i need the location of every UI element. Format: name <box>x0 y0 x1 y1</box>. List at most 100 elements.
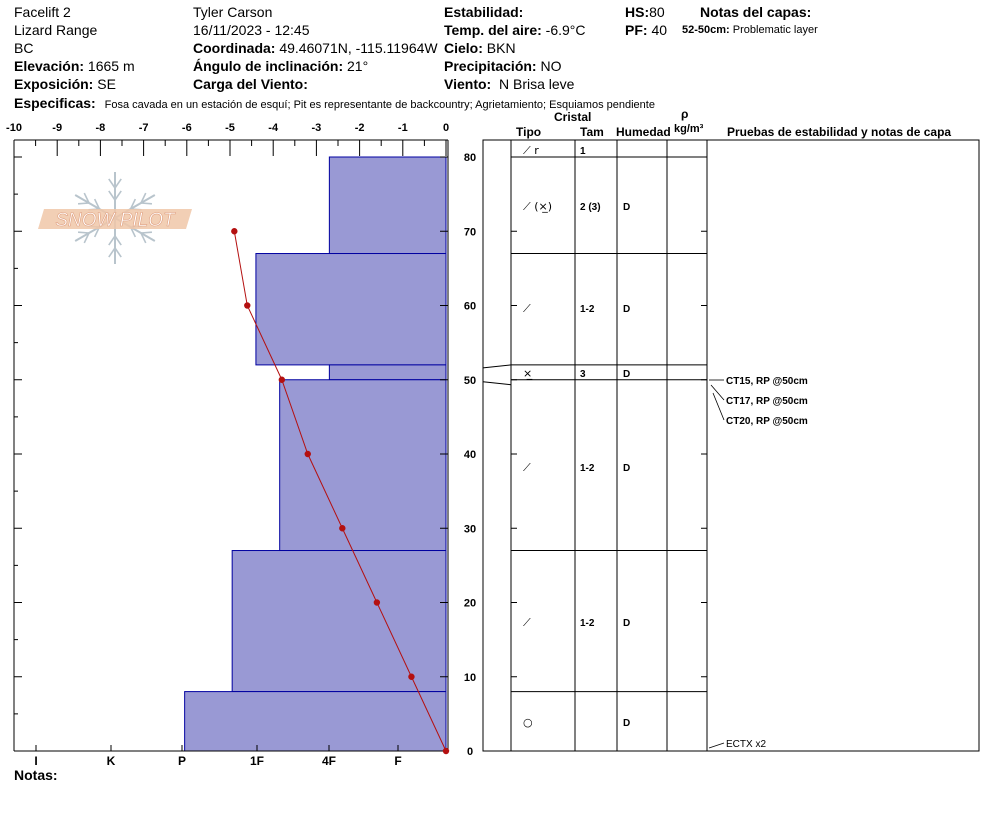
layer-connector <box>482 364 512 369</box>
aspect: Exposición: SE <box>14 76 116 92</box>
observer: Tyler Carson <box>193 4 273 20</box>
incline: Ángulo de inclinación: 21° <box>193 58 369 74</box>
layer-crystal-type: ⟋ <box>523 461 531 474</box>
hardness-bar <box>328 156 447 255</box>
hardness-tick-label: 1F <box>250 754 264 768</box>
temp-point <box>231 228 238 235</box>
temp-point <box>278 376 286 383</box>
layer-notes-label: Notas del capas: <box>700 4 812 20</box>
hardness-bar <box>328 364 447 381</box>
col-moisture: Humedad <box>616 125 671 139</box>
test-arrow <box>710 384 725 401</box>
wind-load: Carga del Viento: <box>193 76 308 92</box>
elevation: Elevación: 1665 m <box>14 58 135 74</box>
height-tick-label: 60 <box>464 301 476 313</box>
pf: PF: 40 <box>625 22 668 38</box>
layer-crystal-type: ⟋ <box>523 616 531 629</box>
col-crystal: Cristal <box>554 110 592 124</box>
hardness-bar <box>255 253 447 366</box>
temp-tick-label: -3 <box>312 122 322 134</box>
col-size: Tam <box>580 125 604 139</box>
test-arrow <box>712 392 725 421</box>
temp-point <box>408 673 415 680</box>
layer-crystal-type: ○ <box>523 716 533 729</box>
temp-tick-label: -6 <box>182 122 192 134</box>
layer-note: 52-50cm: Problematic layer <box>682 24 818 36</box>
air-temp: Temp. del aire: -6.9°C <box>444 22 586 38</box>
site-name: Facelift 2 <box>14 4 71 20</box>
layer-moisture: D <box>623 304 630 315</box>
layer-moisture: D <box>623 202 630 213</box>
temp-tick-label: -4 <box>268 122 279 134</box>
test-label: CT20, RP @50cm <box>726 416 808 427</box>
layer-moisture: D <box>623 369 630 380</box>
range-name: Lizard Range <box>14 22 98 38</box>
height-tick-label: 30 <box>464 523 476 535</box>
hardness-bar <box>279 379 447 552</box>
specifics: Especificas: Fosa cavada en un estación … <box>14 95 655 111</box>
layer-crystal-type: ⟋ r <box>523 144 539 157</box>
temp-tick-label: -8 <box>96 122 106 134</box>
wind: Viento: N Brisa leve <box>444 76 575 92</box>
height-tick-label: 0 <box>467 746 473 758</box>
col-rho: ρ <box>681 107 689 121</box>
temp-point <box>304 450 311 458</box>
height-tick-label: 50 <box>464 375 476 387</box>
temp-tick-label: -5 <box>225 122 235 134</box>
temp-tick-label: -7 <box>139 122 149 134</box>
height-tick-label: 80 <box>464 152 476 164</box>
layer-crystal-type: ⨯̲ <box>523 367 533 380</box>
temp-tick-label: -2 <box>355 122 365 134</box>
layer-moisture: D <box>623 463 630 474</box>
layer-crystal-type: ⟋ <box>523 302 531 315</box>
layer-size: 2 (3) <box>580 202 601 213</box>
hardness-bar <box>184 691 447 752</box>
temp-tick-label: -10 <box>6 122 22 134</box>
hardness-tick-label: I <box>34 754 37 768</box>
precipitation: Precipitación: NO <box>444 58 562 74</box>
notes-label: Notas: <box>14 767 58 783</box>
layer-size: 1 <box>580 146 586 157</box>
layer-size: 1-2 <box>580 463 595 474</box>
col-tests: Pruebas de estabilidad y notas de capa <box>727 125 952 139</box>
stability-label: Estabilidad: <box>444 4 524 20</box>
layer-size: 1-2 <box>580 618 595 629</box>
table-frame <box>482 139 980 752</box>
layer-size: 1-2 <box>580 304 595 315</box>
logo-text: SNOW PILOT <box>55 210 176 231</box>
coordinates: Coordinada: 49.46071N, -115.11964W <box>193 40 438 56</box>
test-label: CT15, RP @50cm <box>726 376 808 387</box>
temp-tick-label: -1 <box>398 122 408 134</box>
hs: HS:80 <box>625 4 665 20</box>
datetime: 16/11/2023 - 12:45 <box>193 22 310 38</box>
temp-tick-label: -9 <box>52 122 62 134</box>
col-density-unit: kg/m³ <box>674 123 704 135</box>
col-type: Tipo <box>516 125 542 139</box>
temp-point <box>339 525 346 532</box>
temp-tick-label: 0 <box>443 122 449 134</box>
layer-size: 3 <box>580 369 586 380</box>
layer-moisture: D <box>623 618 630 629</box>
temp-point <box>442 747 450 755</box>
temp-point <box>373 599 381 606</box>
sky: Cielo: BKN <box>444 40 516 56</box>
hardness-tick-label: P <box>178 754 186 768</box>
height-tick-label: 40 <box>464 449 476 461</box>
height-tick-label: 20 <box>464 598 476 610</box>
state-name: BC <box>14 40 34 56</box>
layer-crystal-type: ⟋ (⨯̲) <box>523 200 552 213</box>
height-tick-label: 70 <box>464 226 476 238</box>
test-label: CT17, RP @50cm <box>726 396 808 407</box>
temp-line <box>233 231 447 752</box>
layer-moisture: D <box>623 718 630 729</box>
hardness-tick-label: F <box>394 754 401 768</box>
test-arrow <box>708 742 725 749</box>
snowpilot-logo: SNOW PILOT <box>38 172 192 264</box>
height-tick-label: 10 <box>464 672 476 684</box>
temp-point <box>244 302 251 309</box>
hardness-tick-label: 4F <box>322 754 336 768</box>
hardness-tick-label: K <box>107 754 116 768</box>
hardness-bar <box>231 550 447 693</box>
test-label: ECTX x2 <box>726 739 766 750</box>
